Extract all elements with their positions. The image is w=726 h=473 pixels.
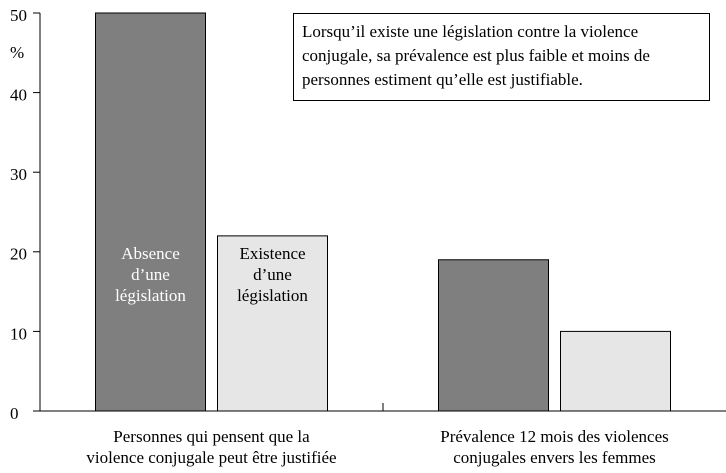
y-tick-label: 30 [10, 165, 27, 184]
series-label: Absence d’une législation [115, 244, 186, 305]
y-tick-label: 20 [10, 245, 27, 264]
bar [217, 235, 328, 412]
x-tick-label: Personnes qui pensent que la violence co… [86, 427, 337, 467]
y-tick-label: 40 [10, 86, 27, 105]
y-tick-label: 50 [10, 6, 27, 25]
bar [95, 12, 206, 412]
bar [438, 259, 549, 412]
y-tick-label: 0 [10, 404, 19, 423]
y-axis-label: % [10, 43, 24, 62]
x-tick-label: Prévalence 12 mois des violences conjuga… [440, 427, 669, 467]
series-label: Existence d’une législation [237, 244, 308, 305]
y-tick-label: 10 [10, 324, 27, 343]
bar [560, 330, 671, 412]
annotation: Lorsqu’il existe une législation contre … [293, 13, 710, 101]
